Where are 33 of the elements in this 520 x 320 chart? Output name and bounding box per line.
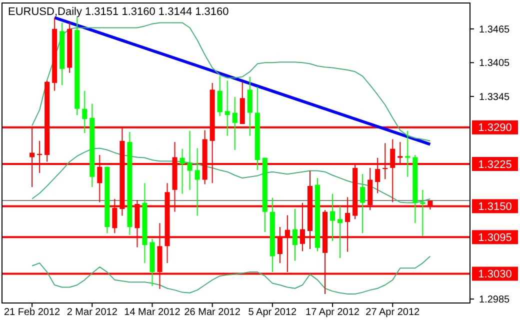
x-tick-label: 21 Feb 2012 xyxy=(4,307,61,318)
candlestick xyxy=(217,76,222,117)
candlestick xyxy=(405,130,410,178)
ref-line-label: 1.3095 xyxy=(478,232,512,244)
y-tick-label: 1.3345 xyxy=(479,92,510,103)
line-series xyxy=(32,256,431,294)
candlestick xyxy=(330,193,336,242)
x-tick-label: 2 Mar 2012 xyxy=(66,307,118,318)
line-series xyxy=(32,148,431,204)
candlestick xyxy=(247,76,252,136)
candlestick xyxy=(82,90,88,134)
x-tick-label: 27 Apr 2012 xyxy=(366,307,420,318)
candlestick xyxy=(292,208,298,262)
x-tick-label: 26 Mar 2012 xyxy=(184,307,241,318)
ref-line-label: 1.3030 xyxy=(478,268,512,281)
x-tick-label: 17 Apr 2012 xyxy=(306,307,360,318)
candlestick xyxy=(224,80,230,136)
ref-line-label: 1.3150 xyxy=(478,201,512,214)
candlestick xyxy=(420,189,426,237)
y-tick-label: 1.3405 xyxy=(479,58,510,70)
candlestick xyxy=(232,96,238,150)
candlestick xyxy=(180,148,185,194)
ref-line-label: 1.3225 xyxy=(478,158,512,171)
candlestick xyxy=(187,130,192,190)
chart-title: EURUSD,Daily 1.3151 1.3160 1.3144 1.3160 xyxy=(8,6,229,18)
candlestick xyxy=(338,206,343,258)
candlestick xyxy=(194,148,200,216)
candlestick xyxy=(360,174,366,234)
ref-line-label: 1.3290 xyxy=(478,122,512,134)
y-tick-label: 1.3465 xyxy=(479,24,510,36)
x-tick-label: 5 Apr 2012 xyxy=(248,307,298,318)
y-tick-label: 1.2985 xyxy=(479,294,510,306)
x-tick-label: 14 Mar 2012 xyxy=(124,307,181,318)
